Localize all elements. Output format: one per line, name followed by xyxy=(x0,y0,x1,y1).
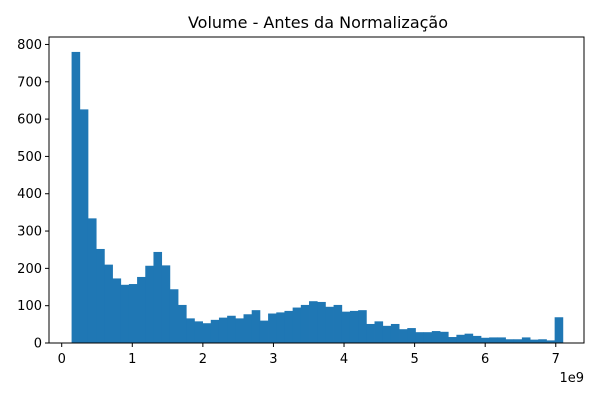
y-tick-label: 200 xyxy=(17,262,42,277)
histogram-bar xyxy=(153,251,163,343)
histogram-bar xyxy=(112,278,122,343)
histogram-bar xyxy=(218,317,228,343)
histogram-bar xyxy=(366,323,375,343)
x-tick-label: 5 xyxy=(410,352,418,367)
y-tick-label: 600 xyxy=(17,113,42,128)
histogram-bar xyxy=(513,339,523,343)
histogram-bar xyxy=(104,264,113,343)
histogram-bar xyxy=(349,310,359,343)
histogram-bar xyxy=(169,289,179,343)
histogram-bar xyxy=(341,311,351,343)
y-tick-label: 100 xyxy=(17,299,42,314)
histogram-bar xyxy=(161,265,171,343)
histogram-bar xyxy=(472,335,482,343)
histogram-bar xyxy=(259,320,269,343)
histogram-bar xyxy=(235,318,244,343)
histogram-bar xyxy=(300,304,310,343)
histogram-bar xyxy=(284,310,294,343)
histogram-bar xyxy=(480,337,490,343)
histogram-bar xyxy=(194,321,203,343)
histogram-bar xyxy=(538,339,547,343)
y-tick-label: 800 xyxy=(17,38,42,53)
histogram-bar xyxy=(382,325,392,343)
histogram-bar xyxy=(546,340,556,343)
histogram-bar xyxy=(489,337,498,343)
histogram-bar xyxy=(497,337,506,343)
histogram-bars xyxy=(71,51,564,344)
histogram-bar xyxy=(440,331,449,343)
histogram-bar xyxy=(128,284,138,343)
histogram-bar xyxy=(554,317,564,343)
histogram-bar xyxy=(448,337,457,343)
y-tick-label: 300 xyxy=(17,225,42,240)
histogram-bar xyxy=(530,339,539,343)
histogram-bar xyxy=(96,248,105,343)
x-tick-label: 4 xyxy=(340,352,348,367)
histogram-bar xyxy=(202,323,212,343)
histogram-bar xyxy=(390,323,400,343)
histogram-bar xyxy=(79,109,89,344)
plot-frame xyxy=(48,36,585,344)
histogram-bar xyxy=(276,312,285,343)
histogram-bar xyxy=(374,321,384,343)
y-axis-ticks: 0 100 200 300 400 500 600 700 800 xyxy=(17,38,49,352)
histogram-bar xyxy=(333,304,343,343)
histogram-bar xyxy=(71,51,81,344)
x-tick-label: 7 xyxy=(552,352,560,367)
histogram-bar xyxy=(456,334,465,343)
histogram-bar xyxy=(415,332,425,343)
histogram-bar xyxy=(186,318,195,343)
y-tick-label: 400 xyxy=(17,187,42,202)
histogram-bar xyxy=(407,328,416,343)
histogram-bar xyxy=(87,218,97,343)
histogram-bar xyxy=(325,306,334,343)
x-tick-label: 6 xyxy=(481,352,489,367)
histogram-bar xyxy=(521,337,531,343)
histogram-bar xyxy=(423,332,433,343)
histogram-bar xyxy=(317,301,326,343)
histogram-bar xyxy=(464,333,474,343)
histogram-bar xyxy=(431,331,441,343)
histogram-bar xyxy=(145,265,154,343)
x-tick-label: 1 xyxy=(128,352,136,367)
histogram-bar xyxy=(227,315,236,343)
histogram-bar xyxy=(399,329,408,343)
histogram-bar xyxy=(268,313,277,343)
x-axis-offset-label: 1e9 xyxy=(559,371,584,386)
y-tick-label: 700 xyxy=(17,75,42,90)
histogram-bar xyxy=(137,276,146,343)
x-tick-label: 0 xyxy=(58,352,66,367)
x-axis-ticks: 0 1 2 3 4 5 6 7 xyxy=(58,343,560,367)
chart-title: Volume - Antes da Normalização xyxy=(188,13,448,32)
histogram-bar xyxy=(120,284,130,343)
histogram-bar xyxy=(243,314,253,343)
histogram-bar xyxy=(251,310,261,343)
histogram-bar xyxy=(505,339,515,343)
x-tick-label: 2 xyxy=(199,352,207,367)
histogram-bar xyxy=(210,319,220,343)
y-tick-label: 0 xyxy=(34,337,42,352)
histogram-bar xyxy=(178,304,187,343)
histogram-bar xyxy=(292,307,302,343)
histogram-bar xyxy=(358,310,367,343)
x-tick-label: 3 xyxy=(269,352,277,367)
histogram-bar xyxy=(309,301,318,343)
y-tick-label: 500 xyxy=(17,150,42,165)
